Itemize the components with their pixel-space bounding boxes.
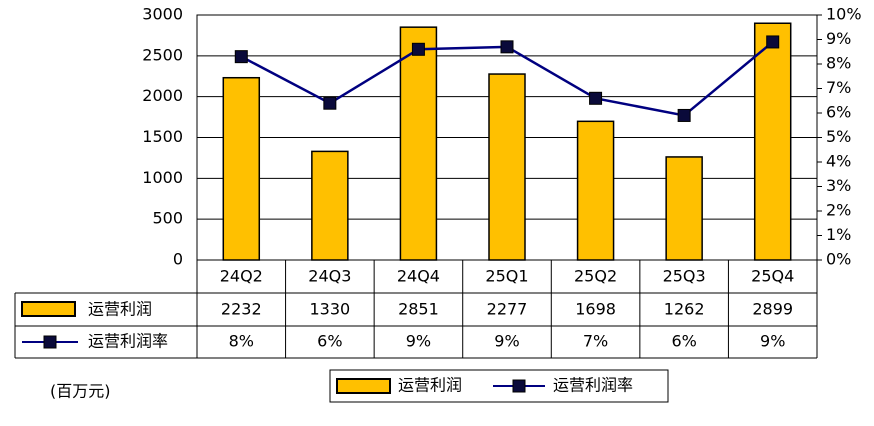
line-marker: [589, 91, 603, 105]
bar: [488, 73, 526, 261]
table-value: 9%: [406, 332, 431, 351]
y2-tick-label: 9%: [826, 29, 851, 48]
y-tick-label: 2000: [142, 86, 183, 105]
x-tick-label: 24Q3: [308, 267, 351, 286]
legend-swatch: [336, 378, 391, 394]
x-tick-label: 24Q2: [220, 267, 263, 286]
y2-tick-label: 2%: [826, 201, 851, 220]
y-tick-label: 1500: [142, 127, 183, 146]
table-value: 1330: [309, 300, 350, 319]
table-value: 8%: [229, 332, 254, 351]
table-value: 2899: [752, 300, 793, 319]
y2-tick-label: 0%: [826, 250, 851, 269]
line-marker: [323, 96, 337, 110]
table-value: 1262: [664, 300, 705, 319]
x-tick-label: 25Q1: [485, 267, 528, 286]
y2-tick-label: 7%: [826, 78, 851, 97]
legend-swatch: [21, 301, 76, 317]
y2-tick-label: 5%: [826, 127, 851, 146]
table-row-label: 运营利润率: [88, 332, 168, 351]
y-tick-label: 3000: [142, 5, 183, 24]
line-marker: [766, 35, 780, 49]
table-value: 7%: [583, 332, 608, 351]
bar: [311, 150, 349, 261]
bar: [665, 156, 703, 261]
y2-tick-label: 3%: [826, 176, 851, 195]
line-marker: [677, 108, 691, 122]
table-value: 9%: [760, 332, 785, 351]
table-value: 6%: [317, 332, 342, 351]
y-tick-label: 0: [173, 250, 183, 269]
bar: [222, 76, 261, 261]
bar: [576, 120, 615, 261]
table-value: 2277: [487, 300, 528, 319]
y-tick-label: 500: [152, 209, 183, 228]
table-value: 2232: [221, 300, 262, 319]
y2-tick-label: 10%: [826, 5, 862, 24]
y-tick-label: 2500: [142, 45, 183, 64]
x-tick-label: 25Q3: [663, 267, 706, 286]
table-value: 2851: [398, 300, 439, 319]
line-marker: [411, 42, 425, 56]
y2-tick-label: 6%: [826, 103, 851, 122]
legend-marker: [512, 379, 526, 393]
bar: [399, 26, 438, 261]
table-value: 6%: [671, 332, 696, 351]
legend-marker: [43, 335, 57, 349]
y2-tick-label: 1%: [826, 225, 851, 244]
line-marker: [500, 40, 514, 54]
legend-label: 运营利润: [398, 376, 462, 395]
x-tick-label: 24Q4: [397, 267, 440, 286]
line-marker: [234, 50, 248, 64]
table-value: 9%: [494, 332, 519, 351]
table-row-label: 运营利润: [88, 300, 152, 319]
legend-label: 运营利润率: [553, 376, 633, 395]
y-tick-label: 1000: [142, 168, 183, 187]
unit-label: (百万元): [50, 382, 111, 401]
legend-box: [329, 369, 669, 403]
x-tick-label: 25Q2: [574, 267, 617, 286]
y2-tick-label: 4%: [826, 152, 851, 171]
y2-tick-label: 8%: [826, 54, 851, 73]
x-tick-label: 25Q4: [751, 267, 794, 286]
bar: [753, 22, 792, 261]
table-value: 1698: [575, 300, 616, 319]
